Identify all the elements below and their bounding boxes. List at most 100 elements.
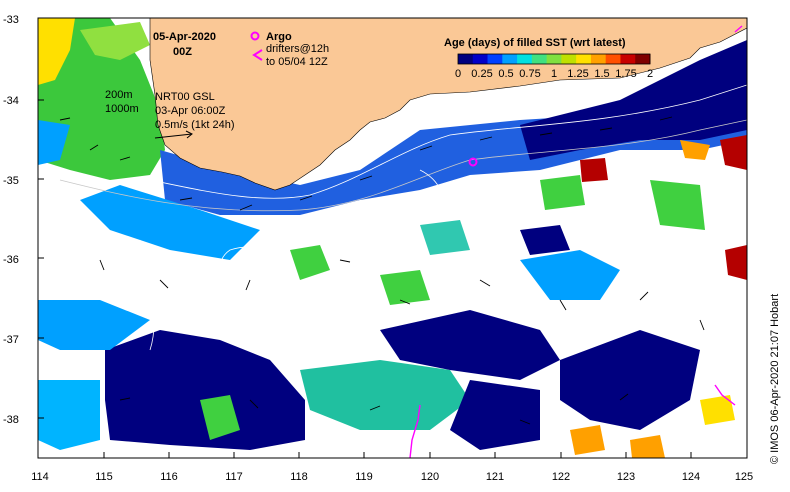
sst-region-green-3 xyxy=(540,175,585,210)
contour-200m xyxy=(149,84,747,199)
plot-frame xyxy=(37,17,748,459)
sst-region-red-2 xyxy=(725,245,747,280)
current-arrow xyxy=(599,127,613,131)
y-tick-label: -33 xyxy=(3,14,19,26)
y-tick-label: -38 xyxy=(3,414,19,426)
current-arrow xyxy=(539,132,553,136)
current-arrow xyxy=(559,299,567,311)
drifter-legend-icon xyxy=(252,49,263,61)
x-tick-label: 115 xyxy=(95,471,113,483)
x-tick-label: 122 xyxy=(552,471,570,483)
depth-label-1000m: 1000m xyxy=(105,103,139,115)
colorbar-frame xyxy=(457,53,651,65)
sst-region-navy-sw xyxy=(105,330,305,450)
sst-region-navy-east xyxy=(520,40,747,160)
x-tick-label: 123 xyxy=(617,471,635,483)
map-time: 00Z xyxy=(173,46,192,58)
sst-region-yellow-nw xyxy=(38,18,75,85)
legend-tick-label: 2 xyxy=(647,68,653,80)
x-axis xyxy=(37,452,748,458)
current-arrow xyxy=(299,195,313,201)
colorbar xyxy=(458,54,651,64)
current-arrow xyxy=(639,291,649,301)
sst-region-orange-3 xyxy=(630,435,665,458)
current-arrow xyxy=(245,279,251,291)
sst-region-red-3 xyxy=(580,158,608,182)
current-arrow xyxy=(419,145,433,151)
scale-label: 0.5m/s (1kt 24h) xyxy=(155,119,234,131)
sst-region-navy-se3 xyxy=(450,380,540,450)
drifter-track-south xyxy=(409,404,421,458)
current-arrow xyxy=(339,259,351,263)
sst-region-green-1 xyxy=(290,245,330,280)
product-label: NRT00 GSL xyxy=(155,91,215,103)
x-tick-label: 114 xyxy=(31,471,49,483)
sst-region-teal-1 xyxy=(420,220,470,255)
argo-legend-label: Argo xyxy=(266,31,292,43)
sst-region-green-2 xyxy=(380,270,430,305)
current-vectors xyxy=(59,116,705,425)
drifters-legend-label: drifters@12h xyxy=(266,43,329,55)
sst-region-navy-mid xyxy=(520,225,570,255)
sst-region-cyan-nw xyxy=(38,120,70,165)
sst-region-yellow-se xyxy=(700,395,735,425)
y-axis xyxy=(38,17,44,419)
current-arrow xyxy=(479,279,491,287)
contour-ssh-2 xyxy=(139,239,155,351)
current-arrow xyxy=(239,204,253,211)
colorbar-swatch xyxy=(546,54,562,64)
current-arrow xyxy=(59,117,71,121)
x-tick-label: 124 xyxy=(682,471,700,483)
current-arrow xyxy=(179,197,193,201)
contour-ssh-3 xyxy=(419,169,442,211)
sst-region-orange-1 xyxy=(680,140,710,160)
depth-label-200m: 200m xyxy=(105,89,133,101)
current-arrow xyxy=(119,156,131,161)
sst-region-green-4 xyxy=(650,180,705,230)
current-arrow xyxy=(369,405,381,411)
y-tick-label: -34 xyxy=(3,95,19,107)
colorbar-swatch xyxy=(590,54,607,64)
map-date: 05-Apr-2020 xyxy=(153,31,216,43)
x-tick-label: 120 xyxy=(421,471,439,483)
contour-ssh-1 xyxy=(220,246,292,314)
legend-tick-label: 0.75 xyxy=(519,68,540,80)
legend-tick-label: 0.5 xyxy=(498,68,513,80)
current-arrow xyxy=(659,116,673,121)
legend-tick-label: 1.5 xyxy=(594,68,609,80)
colorbar-swatch xyxy=(605,54,621,64)
scale-arrow xyxy=(154,130,193,139)
sst-region-green-nw xyxy=(38,18,165,180)
colorbar-swatch xyxy=(502,54,518,64)
argo-float-marker xyxy=(468,157,478,167)
contour-1000m xyxy=(59,119,747,212)
legend-tick-label: 1.75 xyxy=(615,68,636,80)
colorbar-swatch xyxy=(531,54,548,64)
drifters-legend-period: to 05/04 12Z xyxy=(266,56,328,68)
legend-tick-label: 1 xyxy=(551,68,557,80)
colorbar-swatch xyxy=(517,54,533,64)
sst-region-navy-se1 xyxy=(380,310,560,380)
current-arrow xyxy=(89,144,99,151)
product-time: 03-Apr 06:00Z xyxy=(155,105,226,117)
current-arrow xyxy=(159,279,169,289)
x-tick-label: 116 xyxy=(160,471,178,483)
argo-legend-icon xyxy=(250,31,260,41)
sst-region-navy-se2 xyxy=(560,330,700,430)
sst-region-green-5 xyxy=(200,395,240,440)
colorbar-swatch xyxy=(458,54,474,64)
sst-region-cyan-mid xyxy=(80,185,260,260)
current-arrow xyxy=(119,397,131,401)
current-arrow xyxy=(249,399,259,409)
y-tick-label: -35 xyxy=(3,175,19,187)
current-arrow xyxy=(619,393,629,401)
map-plot-area xyxy=(38,18,747,458)
sst-region-blue-coast xyxy=(160,60,747,215)
x-tick-label: 117 xyxy=(225,471,243,483)
legend-title: Age (days) of filled SST (wrt latest) xyxy=(444,37,626,49)
colorbar-swatch xyxy=(487,54,503,64)
colorbar-swatch xyxy=(576,54,592,64)
colorbar-swatch xyxy=(620,54,636,64)
colorbar-swatch xyxy=(635,54,651,64)
